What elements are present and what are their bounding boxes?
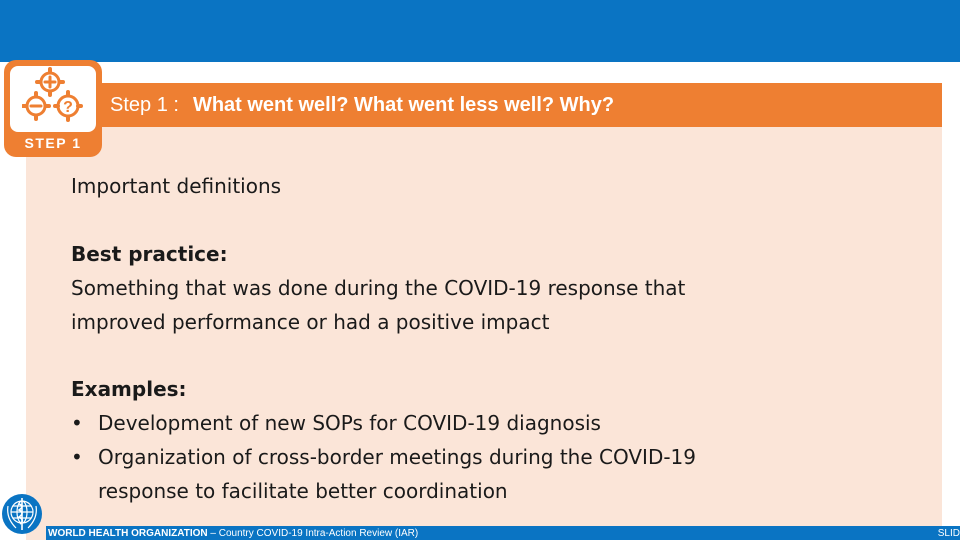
- example-item-1: Development of new SOPs for COVID-19 dia…: [98, 411, 601, 435]
- top-banner: [0, 0, 960, 62]
- step-badge: ? STEP 1: [4, 60, 102, 157]
- best-practice-label: Best practice:: [71, 242, 228, 266]
- who-emblem-icon: [2, 494, 42, 534]
- step-number: Step 1 :: [110, 94, 179, 116]
- best-practice-definition-line2: improved performance or had a positive i…: [71, 310, 550, 334]
- example-item-2-line2: response to facilitate better coordinati…: [98, 479, 508, 503]
- bullet-marker: •: [71, 411, 83, 435]
- definitions-heading: Important definitions: [71, 174, 282, 198]
- slide-number-label: SLID: [937, 528, 960, 539]
- step-badge-label: STEP 1: [24, 135, 82, 151]
- title-bar: [96, 83, 942, 127]
- slide-title: Step 1 : What went well? What went less w…: [110, 91, 614, 119]
- footer-subtitle: – Country COVID-19 Intra-Action Review (…: [207, 528, 419, 539]
- examples-label: Examples:: [71, 377, 187, 401]
- badge-icon-area: [10, 66, 96, 132]
- step-question: What went well? What went less well? Why…: [192, 94, 615, 116]
- footer-org: WORLD HEALTH ORGANIZATION: [48, 528, 208, 539]
- example-item-2-line1: Organization of cross-border meetings du…: [98, 445, 697, 469]
- bullet-marker: •: [71, 445, 83, 469]
- svg-text:?: ?: [63, 99, 73, 116]
- content-panel: [26, 83, 942, 540]
- gears-plus-minus-question-icon: ?: [22, 67, 83, 122]
- best-practice-definition-line1: Something that was done during the COVID…: [71, 276, 686, 300]
- footer-bar: [46, 526, 960, 540]
- footer-caption: WORLD HEALTH ORGANIZATION – Country COVI…: [48, 527, 418, 540]
